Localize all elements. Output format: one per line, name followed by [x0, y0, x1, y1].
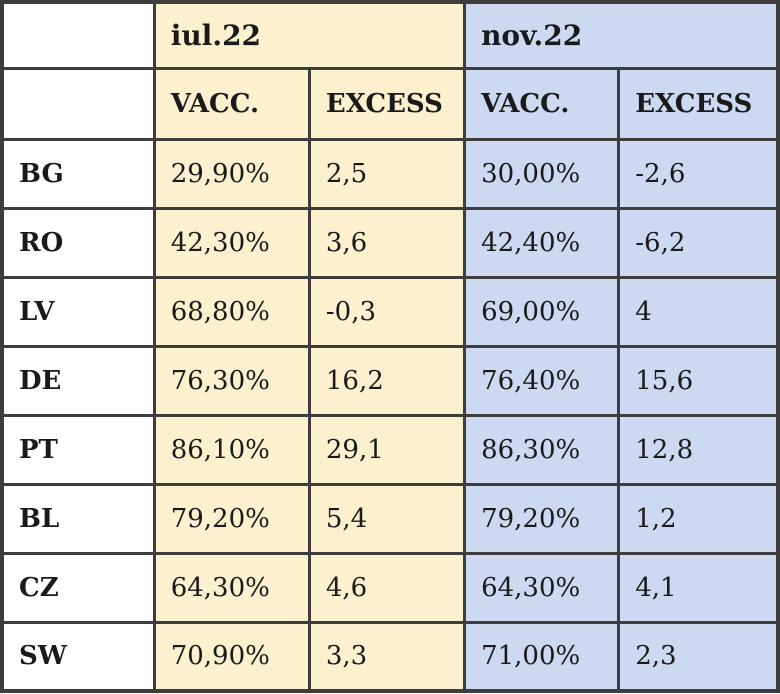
- cell-jul-excess: 29,1: [307, 413, 467, 486]
- table-row: RO 42,30% 3,6 42,40% -6,2: [0, 206, 780, 279]
- cell-nov-vacc: 42,40%: [463, 206, 621, 279]
- cell-jul-vacc: 79,20%: [152, 482, 311, 555]
- cell-nov-vacc: 79,20%: [463, 482, 621, 555]
- cell-nov-excess: 2,3: [617, 620, 780, 693]
- cell-nov-vacc: 71,00%: [463, 620, 621, 693]
- cell-nov-excess: 12,8: [617, 413, 780, 486]
- row-label: SW: [0, 620, 156, 693]
- cell-jul-excess: 5,4: [307, 482, 467, 555]
- cell-jul-excess: -0,3: [307, 275, 467, 348]
- group-header-nov22: nov.22: [463, 0, 780, 70]
- cell-jul-vacc: 68,80%: [152, 275, 311, 348]
- row-label: LV: [0, 275, 156, 348]
- row-label: BL: [0, 482, 156, 555]
- cell-nov-excess: -2,6: [617, 137, 780, 210]
- group-header-jul22: iul.22: [152, 0, 467, 70]
- subheader-nov-excess: EXCESS: [617, 66, 780, 141]
- cell-nov-excess: -6,2: [617, 206, 780, 279]
- cell-nov-vacc: 86,30%: [463, 413, 621, 486]
- row-label: BG: [0, 137, 156, 210]
- cell-jul-excess: 16,2: [307, 344, 467, 417]
- row-label: CZ: [0, 551, 156, 624]
- subheader-jul-excess: EXCESS: [307, 66, 467, 141]
- cell-nov-excess: 4,1: [617, 551, 780, 624]
- table-subheader-row: VACC. EXCESS VACC. EXCESS: [0, 66, 780, 141]
- cell-nov-excess: 4: [617, 275, 780, 348]
- cell-nov-vacc: 69,00%: [463, 275, 621, 348]
- table-group-header-row: iul.22 nov.22: [0, 0, 780, 70]
- cell-jul-excess: 4,6: [307, 551, 467, 624]
- subheader-jul-vacc: VACC.: [152, 66, 311, 141]
- cell-jul-vacc: 86,10%: [152, 413, 311, 486]
- cell-jul-excess: 3,6: [307, 206, 467, 279]
- cell-jul-vacc: 64,30%: [152, 551, 311, 624]
- table-row: SW 70,90% 3,3 71,00% 2,3: [0, 620, 780, 693]
- cell-jul-vacc: 42,30%: [152, 206, 311, 279]
- table-row: CZ 64,30% 4,6 64,30% 4,1: [0, 551, 780, 624]
- cell-nov-vacc: 64,30%: [463, 551, 621, 624]
- cell-nov-vacc: 30,00%: [463, 137, 621, 210]
- table-row: BL 79,20% 5,4 79,20% 1,2: [0, 482, 780, 555]
- cell-jul-vacc: 70,90%: [152, 620, 311, 693]
- cell-jul-vacc: 29,90%: [152, 137, 311, 210]
- cell-nov-excess: 1,2: [617, 482, 780, 555]
- table-row: BG 29,90% 2,5 30,00% -2,6: [0, 137, 780, 210]
- cell-jul-excess: 3,3: [307, 620, 467, 693]
- table-row: DE 76,30% 16,2 76,40% 15,6: [0, 344, 780, 417]
- row-label: DE: [0, 344, 156, 417]
- table-row: LV 68,80% -0,3 69,00% 4: [0, 275, 780, 348]
- table-row: PT 86,10% 29,1 86,30% 12,8: [0, 413, 780, 486]
- cell-jul-vacc: 76,30%: [152, 344, 311, 417]
- cell-nov-vacc: 76,40%: [463, 344, 621, 417]
- cell-jul-excess: 2,5: [307, 137, 467, 210]
- row-label: RO: [0, 206, 156, 279]
- cell-nov-excess: 15,6: [617, 344, 780, 417]
- row-label: PT: [0, 413, 156, 486]
- corner-cell-2: [0, 66, 156, 141]
- subheader-nov-vacc: VACC.: [463, 66, 621, 141]
- corner-cell: [0, 0, 156, 70]
